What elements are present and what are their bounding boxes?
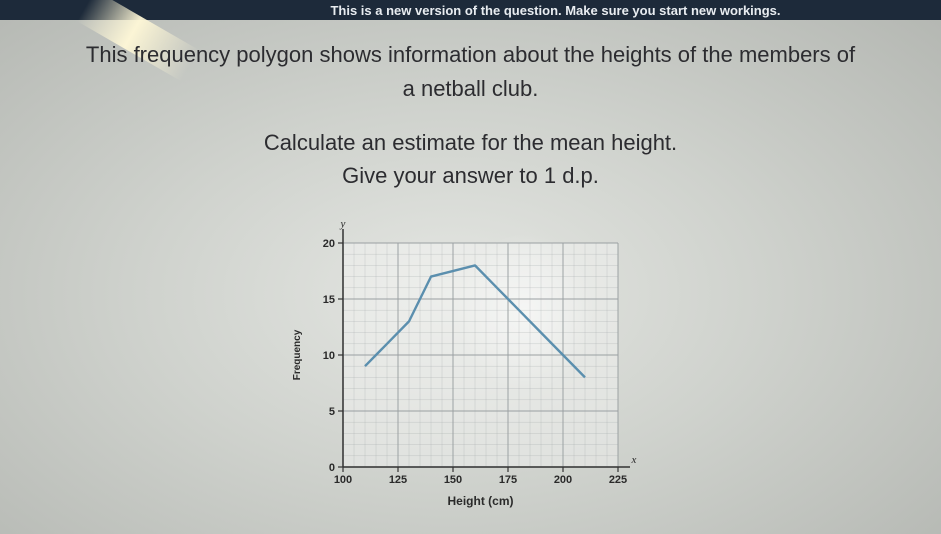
question-line-3: Calculate an estimate for the mean heigh… — [263, 130, 678, 155]
question-line-2: a netball club. — [402, 76, 539, 101]
y-tick-label: 10 — [323, 350, 335, 362]
y-tick-label: 0 — [329, 462, 335, 474]
y-tick-label: 15 — [323, 294, 335, 306]
question-line-1: This frequency polygon shows information… — [85, 42, 856, 67]
x-tick-label: 175 — [499, 474, 517, 486]
question-line-4: Give your answer to 1 d.p. — [342, 163, 599, 188]
banner: This is a new version of the question. M… — [0, 0, 941, 20]
x-tick-label: 100 — [334, 474, 352, 486]
y-tick-label: 5 — [329, 406, 335, 418]
x-tick-label: 225 — [609, 474, 627, 486]
y-tick-label: 20 — [323, 238, 335, 250]
x-axis-label: Height (cm) — [448, 494, 514, 508]
x-tick-label: 200 — [554, 474, 572, 486]
y-axis-label: Frequency — [292, 329, 303, 380]
y-axis-symbol: y — [340, 218, 346, 230]
banner-text: This is a new version of the question. M… — [330, 2, 781, 18]
x-tick-label: 150 — [444, 474, 462, 486]
x-axis-symbol: x — [631, 454, 637, 466]
frequency-polygon-line — [364, 264, 586, 379]
x-tick-label: 125 — [389, 474, 407, 486]
